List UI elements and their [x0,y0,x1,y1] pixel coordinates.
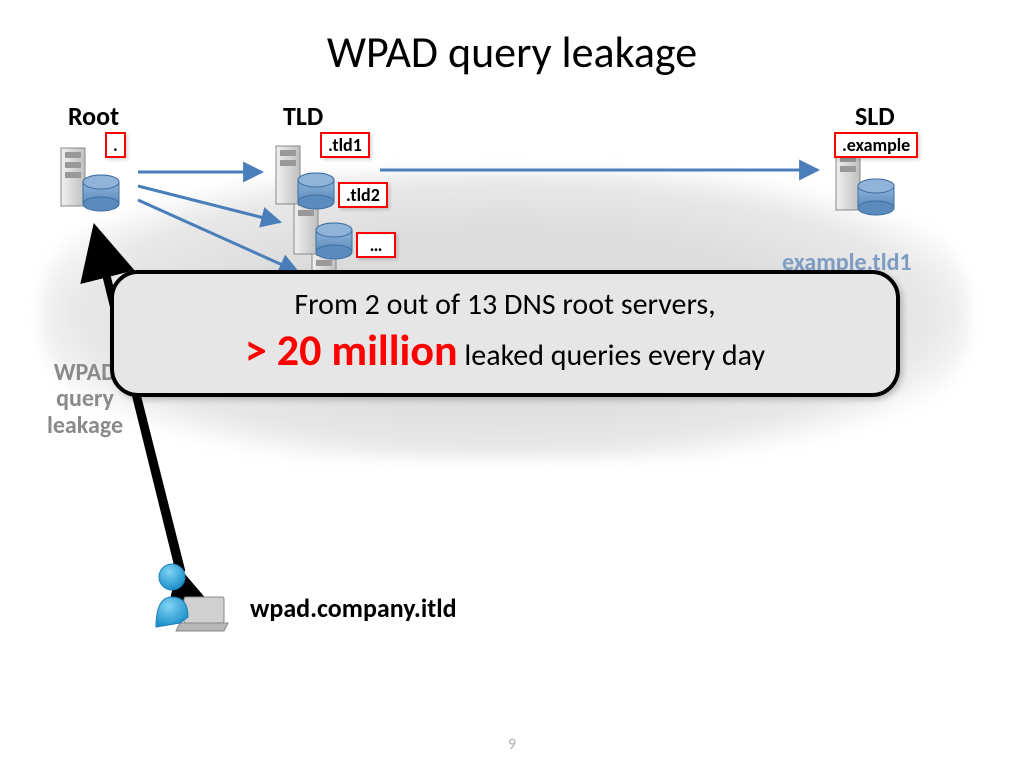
tag-tld1: .tld1 [320,132,370,158]
callout-line2: > 20 million leaked queries every day [134,323,876,377]
slide-title: WPAD query leakage [0,25,1024,79]
callout-box: From 2 out of 13 DNS root servers, > 20 … [110,270,900,397]
col-sld-label: SLD [855,100,895,132]
tag-sld: .example [834,132,918,158]
callout-big: > 20 million [245,323,458,377]
tag-tld2: .tld2 [338,182,388,208]
tag-root: . [105,132,126,158]
callout-line1: From 2 out of 13 DNS root servers, [134,286,876,323]
user-icon [150,555,230,635]
page-number: 9 [0,735,1024,754]
wpad-query-text: wpad.company.itld [250,592,457,624]
callout-rest: leaked queries every day [464,337,765,374]
col-tld-label: TLD [283,100,323,132]
col-root-label: Root [68,100,119,132]
tag-tld3: … [356,232,396,258]
